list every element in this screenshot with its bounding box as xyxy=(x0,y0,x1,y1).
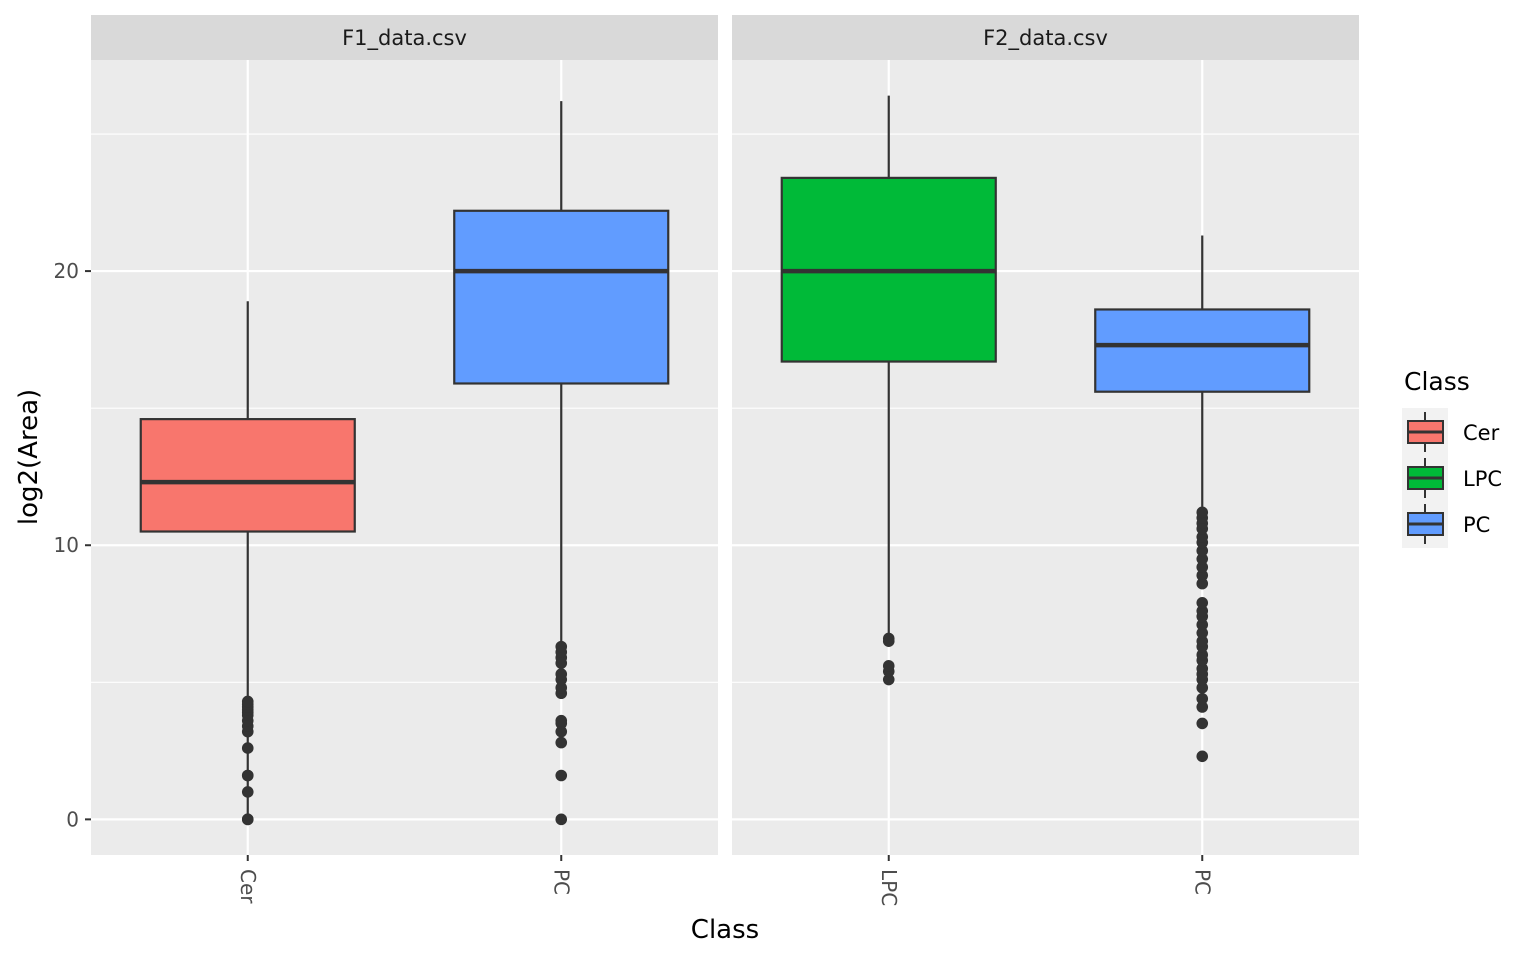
outlier-point xyxy=(555,725,568,738)
box-body xyxy=(1094,308,1311,393)
facet-strip xyxy=(91,15,718,60)
outlier-point xyxy=(882,660,895,672)
box-lpc xyxy=(780,95,997,686)
outlier-point xyxy=(1196,605,1209,617)
outlier-point xyxy=(1196,596,1209,609)
legend-item: PC xyxy=(1407,504,1490,544)
facet-panel: F1_data.csv Cer PC xyxy=(91,15,718,904)
outlier-point xyxy=(555,714,568,727)
facet-strip-label: F1_data.csv xyxy=(342,26,467,51)
x-tick-label: PC xyxy=(549,869,573,895)
x-tick-label: Cer xyxy=(236,869,260,904)
outlier-point xyxy=(1196,635,1209,647)
outlier-point xyxy=(1196,701,1209,713)
x-tick-label: PC xyxy=(1190,869,1214,895)
legend-label: PC xyxy=(1463,513,1490,537)
outlier-point xyxy=(241,695,254,708)
box-cer xyxy=(139,301,356,826)
outlier-point xyxy=(555,736,568,749)
legend-items: Cer LPC PC xyxy=(1407,412,1502,544)
y-axis-title: log2(Area) xyxy=(14,389,44,525)
outlier-point xyxy=(1196,681,1209,694)
outlier-point xyxy=(1196,662,1209,675)
x-tick-label: LPC xyxy=(877,869,901,906)
box-pc xyxy=(453,101,670,826)
legend-item: LPC xyxy=(1407,458,1502,498)
outlier-point xyxy=(882,673,895,686)
outlier-point xyxy=(241,813,254,826)
legend-title: Class xyxy=(1404,367,1470,396)
box-body xyxy=(453,209,670,385)
facet-panels: F1_data.csv Cer PC F2_data.csv LPC PC xyxy=(91,15,1359,906)
outlier-point xyxy=(1196,531,1209,543)
facet-strip xyxy=(732,15,1359,60)
outlier-point xyxy=(1196,553,1209,565)
outlier-point xyxy=(1196,577,1209,590)
facet-panel: F2_data.csv LPC PC xyxy=(732,15,1359,906)
outlier-point xyxy=(1196,692,1209,705)
outlier-point xyxy=(1196,717,1209,730)
outlier-point xyxy=(1196,506,1209,519)
x-axis-title: Class xyxy=(691,915,759,945)
y-tick-label: 20 xyxy=(54,259,79,283)
outlier-point xyxy=(555,769,568,782)
outlier-point xyxy=(241,769,254,782)
outlier-point xyxy=(1196,561,1209,573)
legend-item: Cer xyxy=(1407,412,1500,452)
outlier-point xyxy=(1196,618,1209,631)
outlier-point xyxy=(555,668,568,680)
box-body xyxy=(139,418,356,533)
legend-label: Cer xyxy=(1463,421,1500,445)
outlier-point xyxy=(1196,649,1209,661)
box-pc xyxy=(1094,235,1311,763)
outlier-point xyxy=(1196,750,1209,763)
outlier-point xyxy=(882,632,895,645)
outlier-point xyxy=(241,742,254,754)
outlier-point xyxy=(1196,569,1209,582)
legend: Class Cer LPC PC xyxy=(1402,367,1502,548)
y-tick-label: 10 xyxy=(54,533,79,557)
outlier-point xyxy=(1196,627,1209,639)
outlier-point xyxy=(555,813,568,826)
outlier-point xyxy=(555,640,568,653)
facet-strip-label: F2_data.csv xyxy=(983,26,1108,51)
legend-label: LPC xyxy=(1463,467,1502,491)
outlier-point xyxy=(241,786,254,798)
y-tick-label: 0 xyxy=(66,807,79,831)
outlier-point xyxy=(1196,544,1209,557)
y-axis: 0 10 20 xyxy=(54,259,91,831)
outlier-point xyxy=(555,681,568,694)
